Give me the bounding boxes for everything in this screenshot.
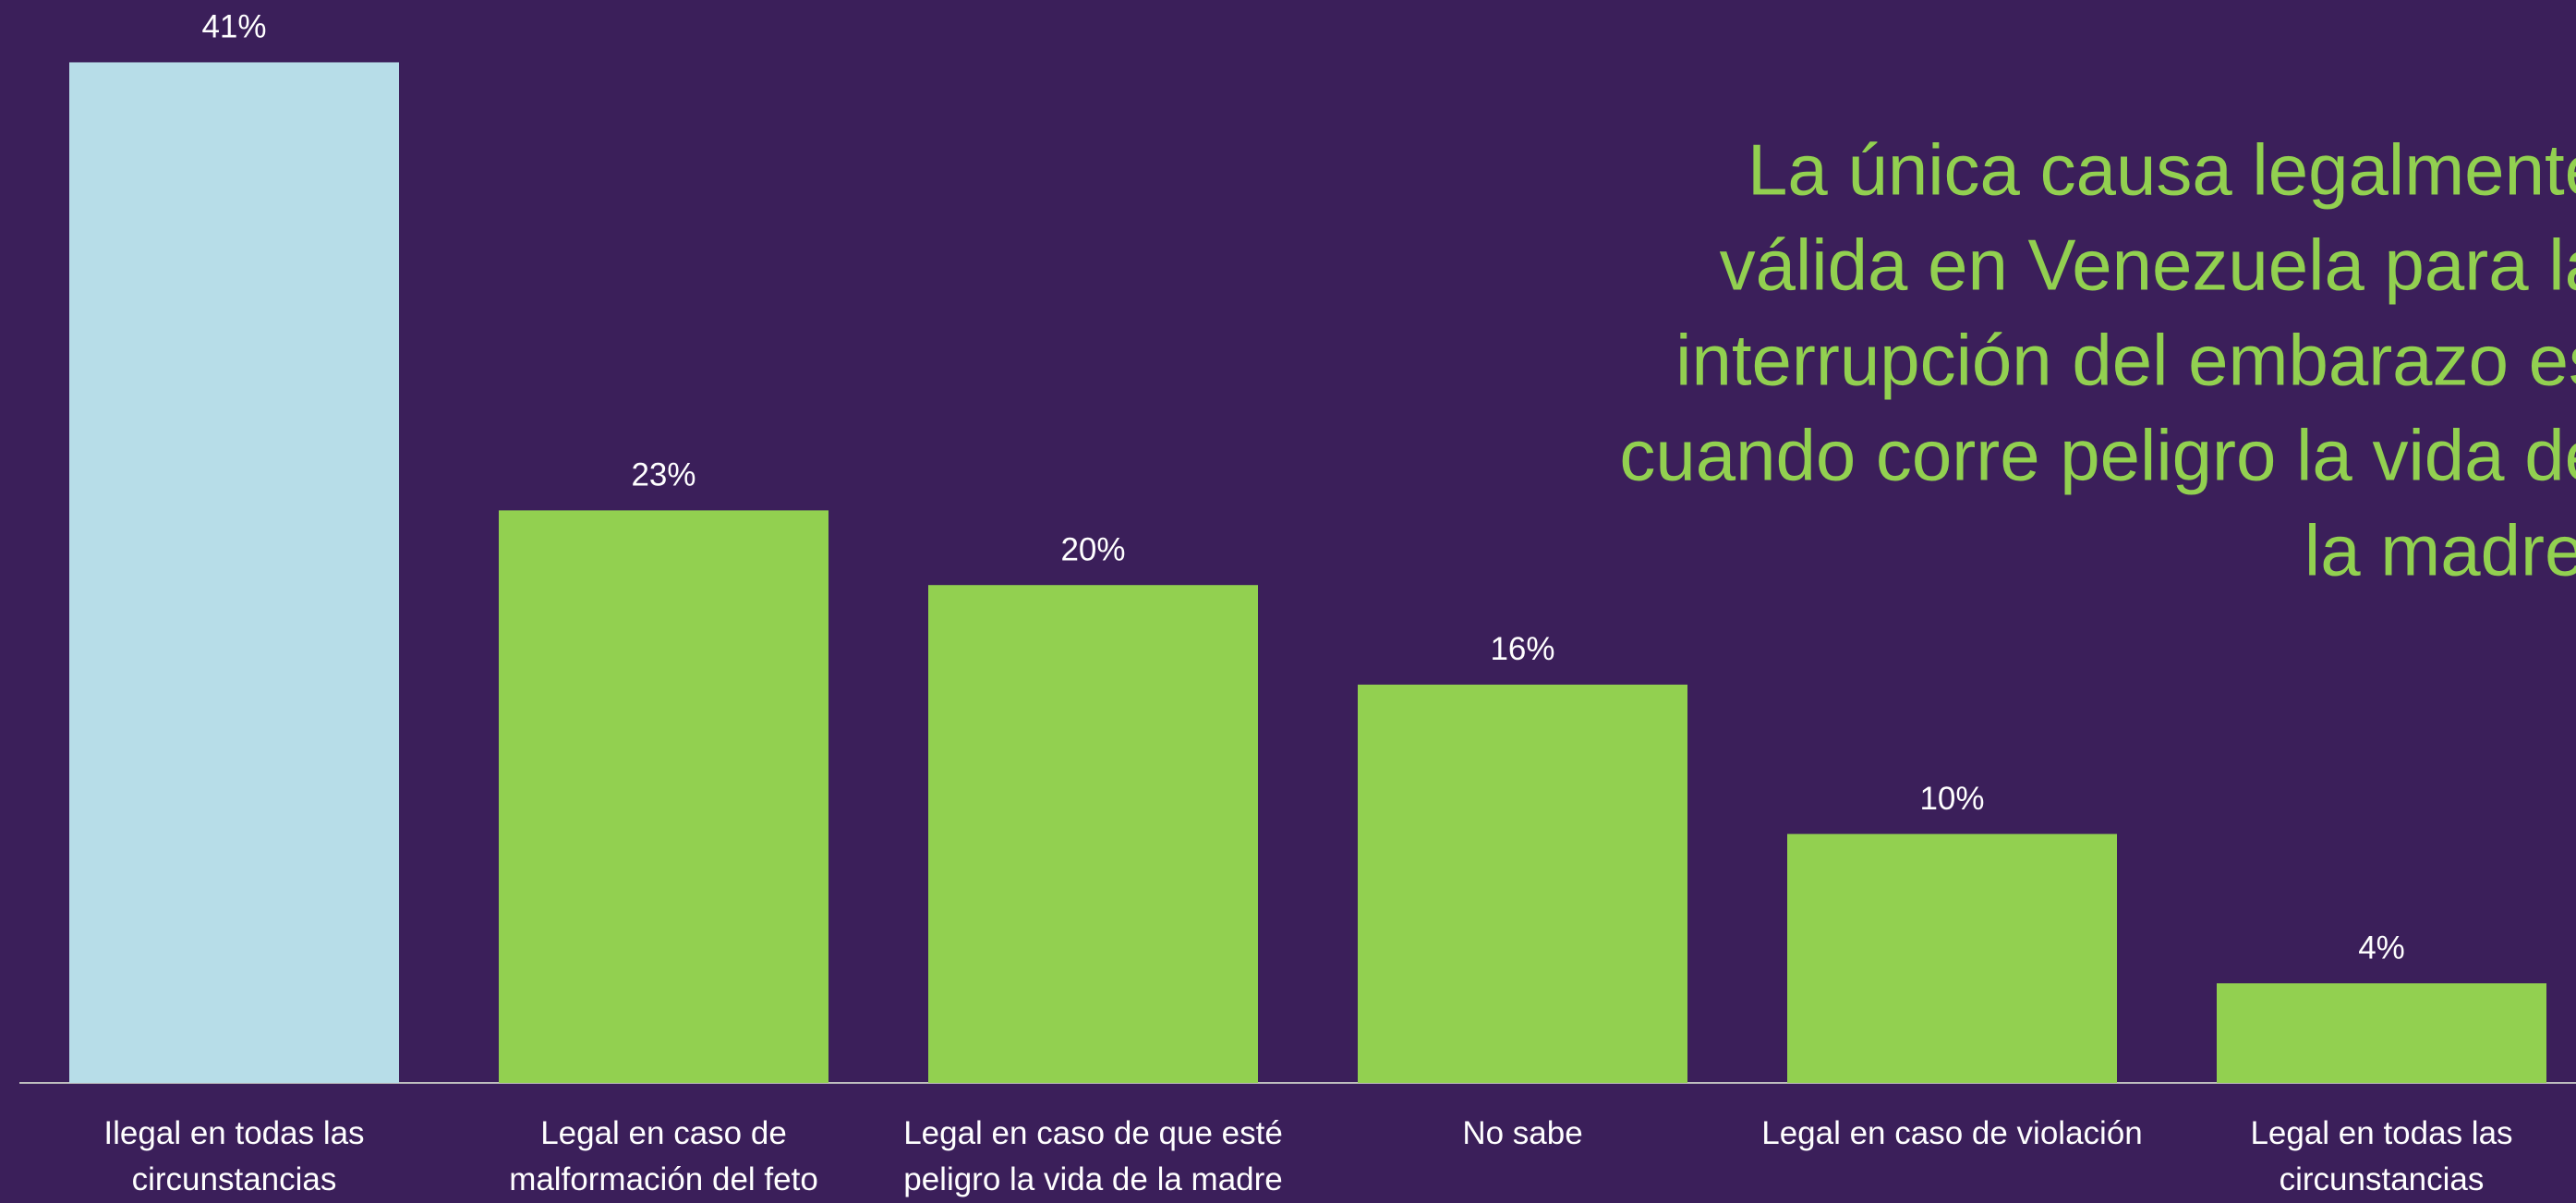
x-tick-label: Legal en caso de que esté peligro la vid… [872,1111,1315,1203]
bar [499,510,828,1083]
annotation-line: interrupción del embarazo es [1675,320,2576,401]
annotation-line: La única causa legalmente [1748,129,2576,211]
value-label: 41% [201,9,266,45]
bar [1358,685,1687,1083]
x-tick-label: Legal en caso de malformación del feto [442,1111,886,1203]
value-label: 10% [1919,781,1984,817]
x-tick-label: Legal en todas las circunstancias [2160,1111,2576,1203]
value-label: 20% [1060,531,1125,567]
value-label: 23% [631,457,695,493]
bar [69,62,399,1083]
x-tick-label: Ilegal en todas las circunstancias [13,1111,456,1203]
bar [1787,834,2117,1083]
bar [2217,983,2546,1083]
bar [928,585,1258,1083]
value-label: 4% [2358,930,2405,966]
x-tick-label: No sabe [1301,1111,1745,1157]
x-tick-label: Legal en caso de violación [1731,1111,2174,1157]
value-label: 16% [1490,631,1554,667]
annotation-line: válida en Venezuela para la [1720,225,2576,306]
annotation-line: la madre. [2304,510,2576,591]
annotation-line: cuando corre peligro la vida de [1619,415,2576,496]
